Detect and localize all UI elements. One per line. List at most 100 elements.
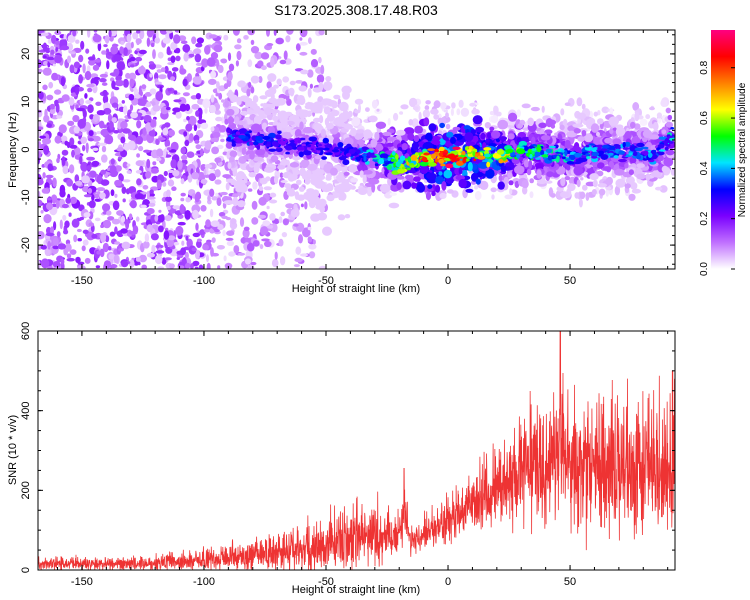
heatmap-cell <box>163 170 168 177</box>
heatmap-cell <box>379 183 391 193</box>
heatmap-cell <box>204 164 213 169</box>
heatmap-cell <box>184 210 191 220</box>
heatmap-cell <box>286 120 295 126</box>
heatmap-cell <box>103 44 108 48</box>
heatmap-cell <box>317 143 323 147</box>
heatmap-cell <box>266 205 270 210</box>
heatmap-cell <box>284 111 293 116</box>
heatmap-cell <box>101 50 107 55</box>
heatmap-x-tick-label: -150 <box>71 275 93 287</box>
heatmap-cell <box>208 78 217 85</box>
heatmap-cell <box>615 178 626 188</box>
heatmap-cell <box>46 56 56 61</box>
heatmap-cell <box>345 153 352 157</box>
heatmap-cell <box>615 124 624 130</box>
heatmap-cell <box>547 155 552 161</box>
heatmap-cell <box>110 158 115 165</box>
heatmap-cell <box>128 94 135 101</box>
heatmap-cell <box>149 189 154 194</box>
heatmap-cell <box>101 154 108 163</box>
heatmap-cell <box>128 134 136 141</box>
heatmap-cell <box>136 120 142 129</box>
heatmap-cell <box>566 161 575 165</box>
heatmap-cell <box>298 96 306 106</box>
heatmap-cell <box>312 101 323 110</box>
heatmap-cell <box>342 159 350 166</box>
heatmap-cell <box>414 152 419 157</box>
heatmap-cell <box>152 161 157 166</box>
heatmap-cell <box>136 40 140 46</box>
heatmap-cell <box>227 52 232 61</box>
heatmap-cell <box>395 154 399 160</box>
heatmap-cell <box>460 107 470 117</box>
heatmap-cell <box>96 187 106 192</box>
heatmap-cell <box>657 155 664 162</box>
heatmap-cell <box>122 78 129 88</box>
heatmap-cell <box>253 163 260 173</box>
heatmap-cell <box>169 263 175 269</box>
heatmap-cell <box>300 203 304 208</box>
heatmap-cell <box>633 123 641 130</box>
heatmap-cell <box>399 111 404 115</box>
heatmap-cell <box>228 63 235 72</box>
heatmap-cell <box>286 30 294 35</box>
heatmap-cell <box>382 163 388 167</box>
heatmap-cell <box>446 189 455 194</box>
heatmap-cell <box>194 249 200 260</box>
heatmap-cell <box>299 41 308 46</box>
heatmap-cell <box>69 51 76 55</box>
heatmap-cell <box>54 54 62 64</box>
heatmap-cell <box>122 128 131 134</box>
heatmap-cell <box>560 191 570 198</box>
heatmap-cell <box>203 228 210 233</box>
heatmap-cell <box>130 41 134 49</box>
heatmap-cell <box>135 169 142 174</box>
heatmap-cell <box>95 265 101 269</box>
heatmap-cell <box>419 161 429 167</box>
heatmap-cell <box>54 99 59 107</box>
heatmap-cell <box>402 180 412 190</box>
heatmap-cell <box>61 203 69 209</box>
heatmap-cell <box>198 264 204 269</box>
heatmap-cell <box>126 170 132 174</box>
heatmap-cell <box>285 145 293 151</box>
heatmap-cell <box>490 130 501 139</box>
heatmap-cell <box>386 164 392 171</box>
heatmap-cell <box>181 154 188 161</box>
heatmap-cell <box>69 64 75 74</box>
heatmap-cell <box>545 180 553 184</box>
heatmap-cell <box>289 80 296 86</box>
heatmap-cell <box>559 124 565 131</box>
heatmap-cell <box>121 241 131 250</box>
heatmap-cell <box>149 88 157 95</box>
heatmap-cell <box>307 144 312 148</box>
heatmap-cell <box>564 139 571 149</box>
heatmap-cell <box>85 142 89 152</box>
heatmap-cell <box>162 127 169 136</box>
heatmap-cell <box>375 121 387 129</box>
heatmap-cell <box>299 30 308 38</box>
heatmap-cell <box>323 81 333 91</box>
heatmap-cell <box>99 248 105 258</box>
heatmap-cell <box>227 89 234 99</box>
heatmap-cell <box>298 85 307 92</box>
heatmap-cell <box>315 179 321 185</box>
heatmap-cell <box>195 144 202 150</box>
heatmap-cell <box>601 144 610 149</box>
heatmap-cell <box>54 40 60 45</box>
heatmap-cell <box>166 30 173 34</box>
heatmap-cell <box>344 112 351 119</box>
heatmap-cell <box>241 147 247 155</box>
heatmap-cell <box>136 153 141 158</box>
heatmap-cell <box>162 37 171 44</box>
heatmap-cell <box>600 154 608 161</box>
heatmap-cell <box>179 204 185 214</box>
heatmap-cell <box>87 188 93 194</box>
heatmap-cell <box>321 156 327 160</box>
heatmap-cell <box>47 61 51 68</box>
heatmap-cell <box>438 151 444 157</box>
heatmap-cell <box>413 176 421 182</box>
heatmap-cell <box>222 174 232 179</box>
heatmap-cell <box>321 98 332 106</box>
